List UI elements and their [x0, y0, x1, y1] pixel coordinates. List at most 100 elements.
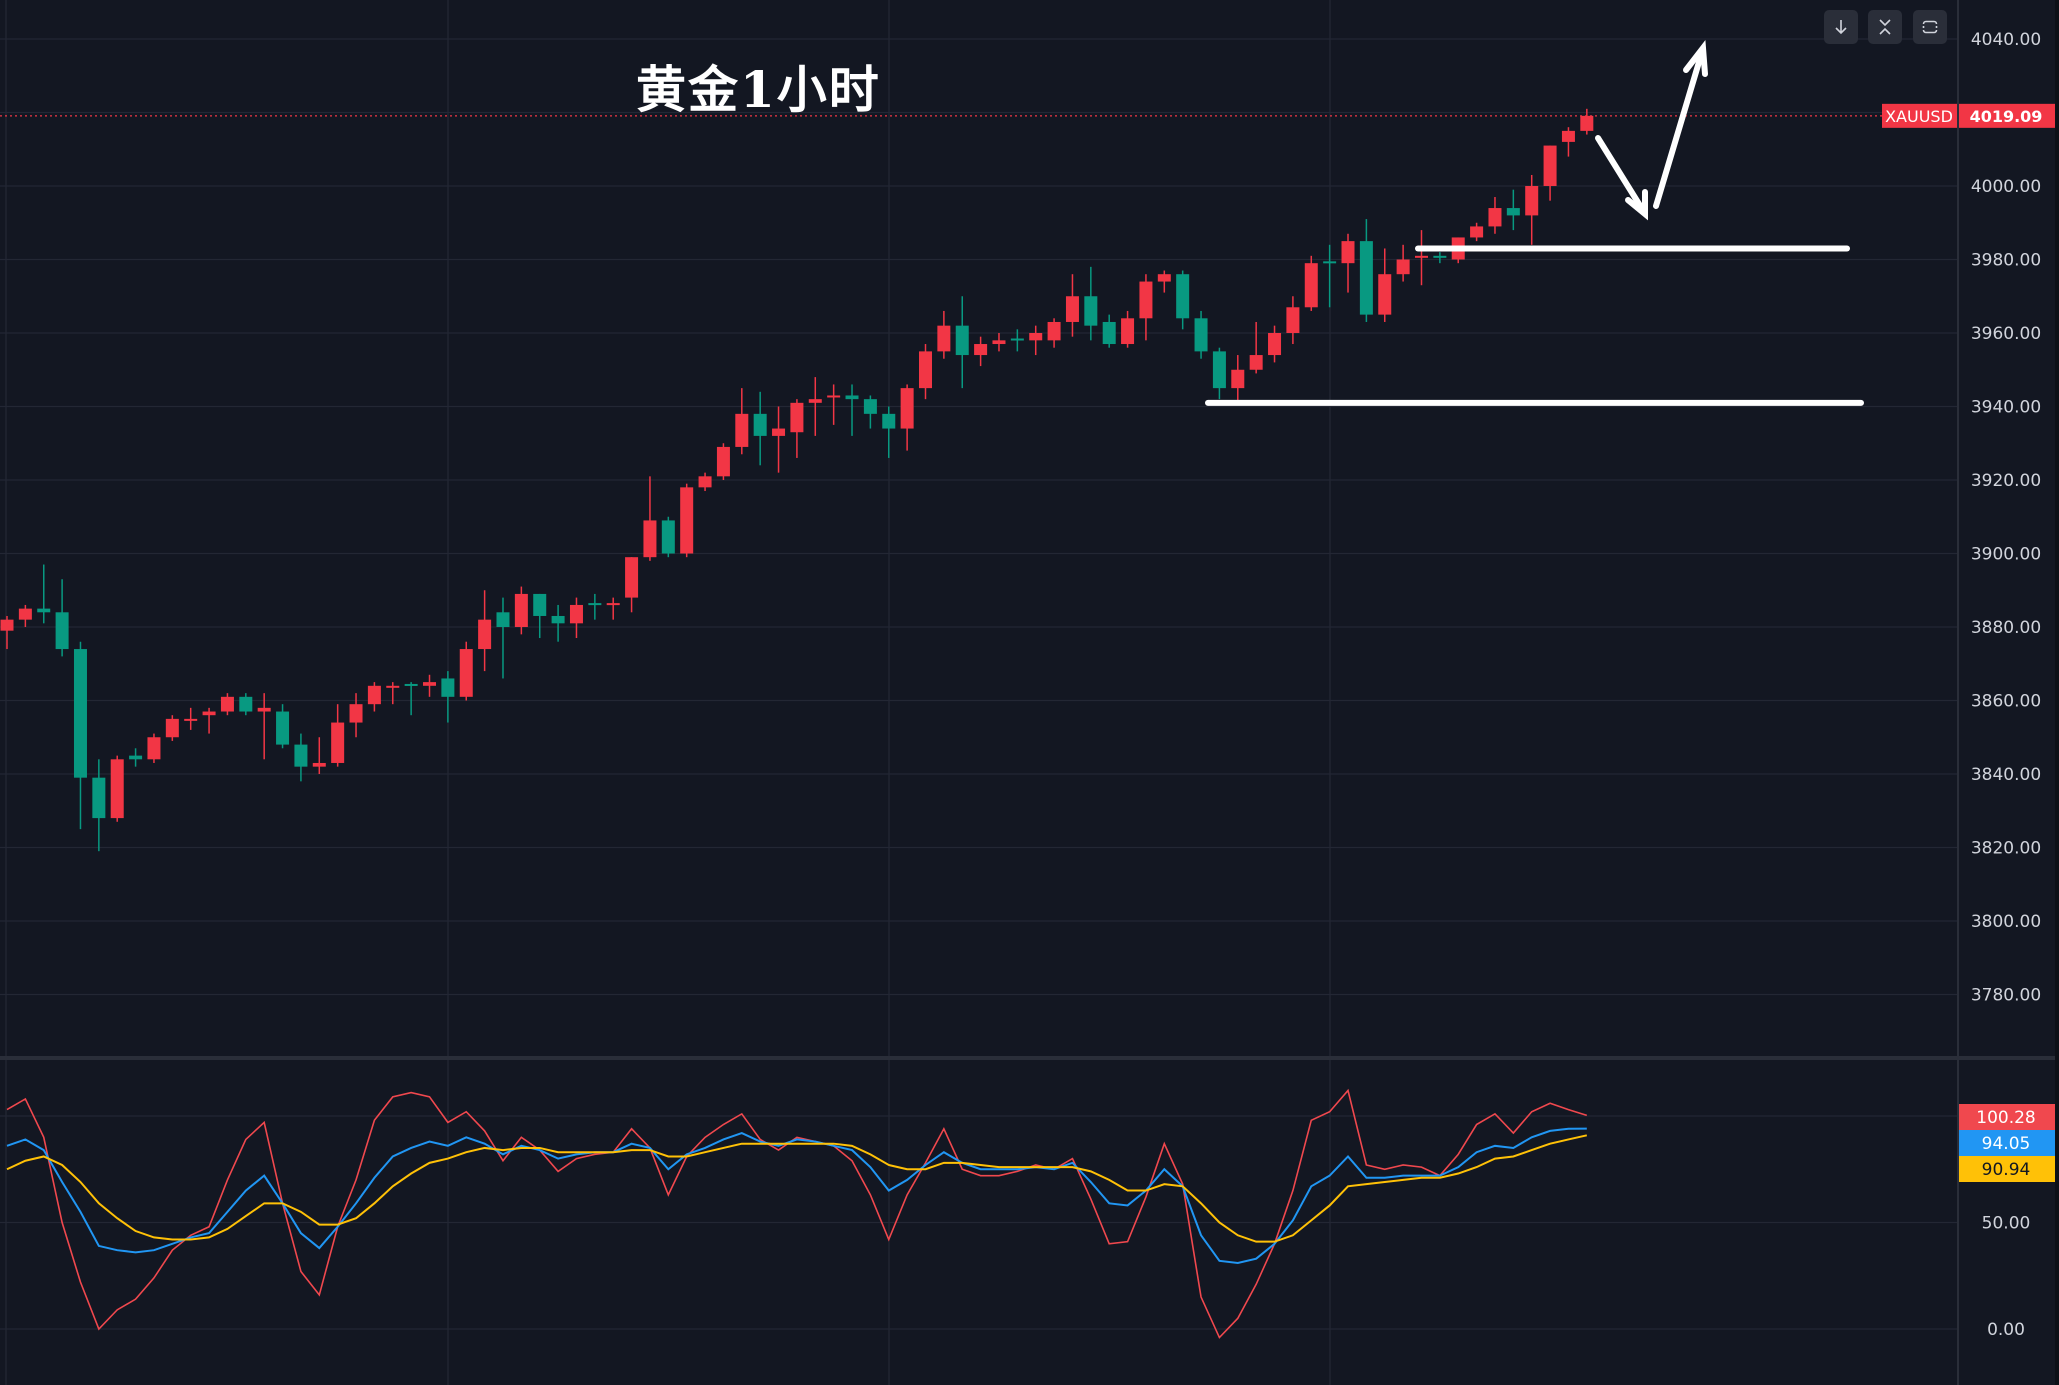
candle	[367, 682, 381, 712]
arrow-down-drawing[interactable]	[1595, 135, 1648, 221]
candle	[1359, 219, 1373, 322]
candle-body	[827, 395, 841, 398]
candle	[1506, 189, 1520, 231]
candle	[1561, 127, 1575, 157]
scroll-to-latest-button[interactable]	[1824, 10, 1858, 44]
annotation-drawings[interactable]	[1205, 39, 1864, 406]
candle-body	[1580, 115, 1594, 131]
candles	[0, 108, 1958, 852]
candle-body	[551, 615, 565, 624]
candle	[1212, 347, 1226, 400]
candle-body	[1102, 321, 1116, 345]
price-tick-label: 3780.00	[1971, 986, 2041, 1006]
candle-body	[1304, 263, 1318, 308]
candle-body	[1378, 274, 1392, 315]
slow-line	[6, 1134, 1588, 1243]
candle-body	[129, 755, 143, 760]
last-price-label: 4019.09	[1970, 107, 2043, 126]
candle-body	[404, 683, 418, 686]
candle	[92, 759, 106, 852]
candle	[312, 737, 326, 774]
candle	[1414, 230, 1428, 286]
candle	[73, 641, 87, 830]
candle-body	[294, 744, 308, 767]
candle-body	[1029, 333, 1043, 341]
price-tick-label: 3800.00	[1971, 912, 2041, 932]
candle	[1176, 270, 1190, 330]
candle-body	[1065, 296, 1079, 322]
candle	[1102, 314, 1116, 348]
candle	[1047, 318, 1061, 348]
candle-body	[533, 593, 547, 616]
candle	[441, 671, 455, 723]
candle	[459, 641, 473, 701]
price-tick-label: 4040.00	[1971, 30, 2041, 50]
candle	[1433, 252, 1447, 264]
candle-body	[882, 413, 896, 429]
candle-body	[974, 344, 988, 356]
maximize-pane-button[interactable]	[1913, 10, 1947, 44]
pane-separator[interactable]	[0, 1056, 2059, 1060]
candle-body	[1176, 274, 1190, 319]
candle-body	[1157, 274, 1171, 282]
candle	[37, 564, 51, 624]
candle	[496, 597, 510, 679]
candle-body	[367, 685, 381, 705]
candle-body	[606, 603, 620, 606]
candle-body	[147, 737, 161, 760]
price-tick-label: 3940.00	[1971, 398, 2041, 418]
last-price-badge	[1959, 103, 2055, 128]
candle-body	[202, 711, 216, 716]
candle	[1580, 108, 1594, 135]
candle-body	[1139, 281, 1153, 319]
price-tick-label: 3920.00	[1971, 471, 2041, 491]
candle	[588, 593, 602, 620]
price-tick-label: 3980.00	[1971, 251, 2041, 271]
candle	[533, 593, 547, 639]
candle-body	[790, 402, 804, 433]
candle-body	[496, 612, 510, 627]
price-tick-label: 3840.00	[1971, 765, 2041, 785]
candle-body	[18, 608, 32, 620]
fast-line	[6, 1088, 1588, 1339]
candle	[165, 715, 179, 741]
candle-body	[772, 428, 786, 436]
candle-body	[863, 399, 877, 414]
candle-body	[698, 476, 712, 488]
candle	[1341, 233, 1355, 293]
candle	[716, 443, 730, 480]
chart-title: 黄金1小时	[636, 60, 881, 119]
candle	[386, 682, 400, 705]
candle	[698, 472, 712, 492]
candle-body	[1231, 369, 1245, 389]
price-axis[interactable]: 4040.00 4000.00 3980.00 3960.00 3940.00 3920.…	[1882, 30, 2055, 1340]
right-edge	[2055, 0, 2059, 1385]
candle-body	[1194, 318, 1208, 352]
slow-value-badge-label: 90.94	[1982, 1160, 2031, 1180]
arrow-down-icon	[1835, 20, 1847, 35]
candle	[1029, 325, 1043, 356]
candle	[1286, 296, 1300, 345]
candle	[753, 391, 767, 466]
candle-body	[92, 777, 106, 819]
candle-body	[441, 678, 455, 697]
price-tick-label: 4000.00	[1971, 177, 2041, 197]
candle	[1323, 244, 1337, 308]
indicator-lines	[6, 1088, 1588, 1339]
candle-body	[1414, 255, 1428, 258]
candle-body	[937, 325, 951, 352]
candle	[1084, 266, 1098, 341]
indicator-tick-label: 0.00	[1987, 1320, 2025, 1340]
candle	[1304, 255, 1318, 311]
candle-body	[220, 696, 234, 712]
candle	[919, 344, 932, 400]
candle-body	[845, 395, 859, 400]
candle	[1249, 321, 1263, 374]
candle-body	[1341, 241, 1355, 264]
collapse-pane-button[interactable]	[1868, 10, 1902, 44]
candle	[1121, 310, 1135, 348]
candle-body	[1084, 296, 1098, 326]
candle	[955, 296, 969, 389]
arrow-up-drawing[interactable]	[1653, 39, 1708, 209]
